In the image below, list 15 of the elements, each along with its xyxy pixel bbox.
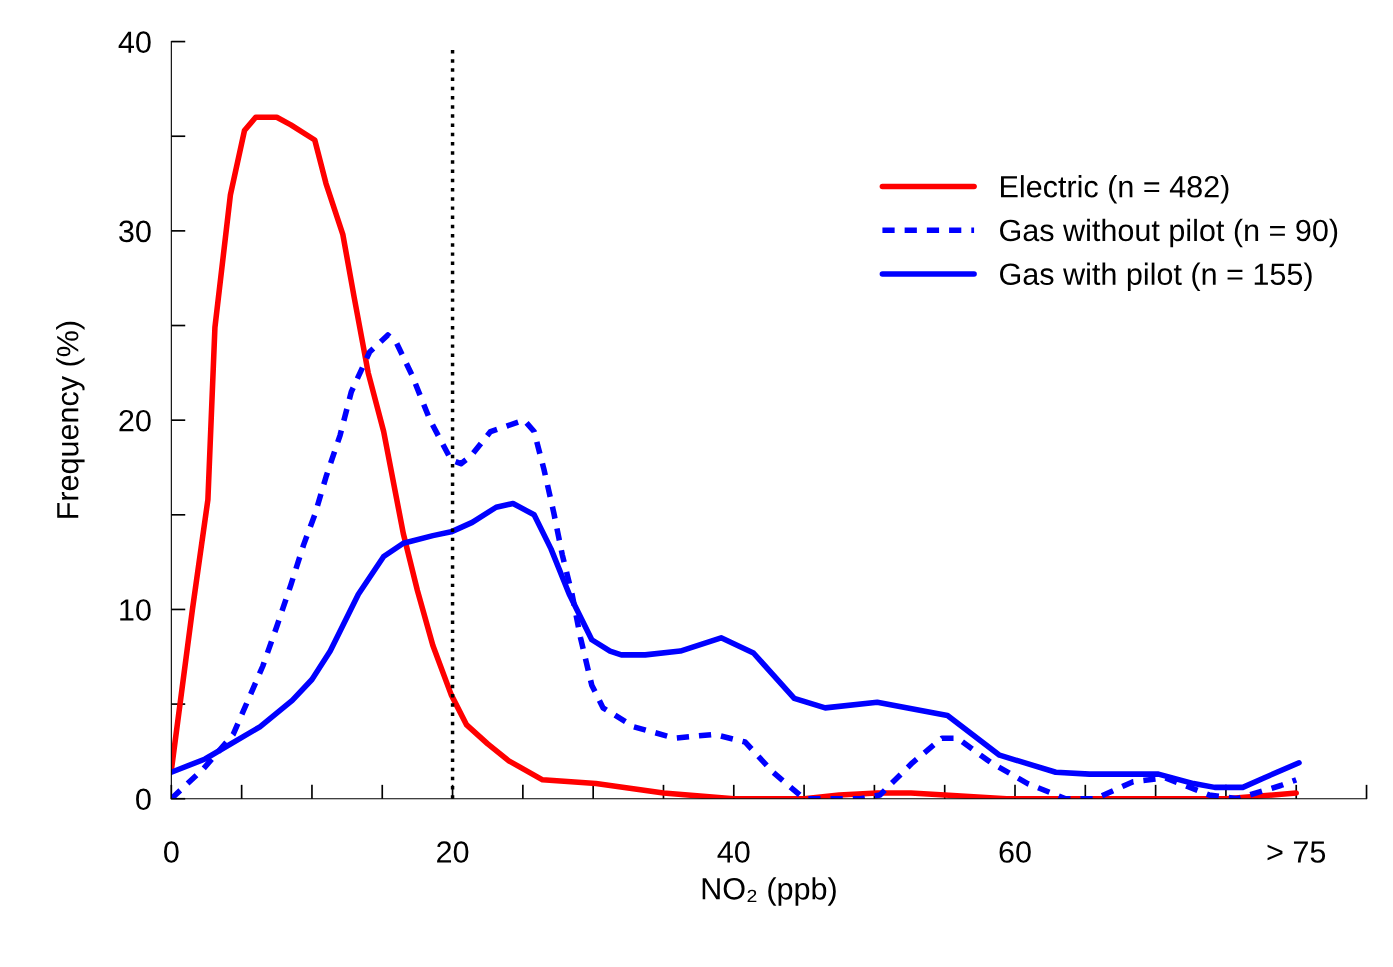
y-tick-label: 30 — [119, 220, 151, 243]
y-tick-label: 20 — [119, 409, 151, 432]
x-tick-label: > 75 — [1267, 841, 1326, 863]
y-axis-title: Frequency (%) — [56, 321, 85, 518]
x-axis-title: NO₂ (ppb) — [702, 877, 836, 906]
y-tick-label: 0 — [136, 788, 151, 811]
legend-label: Gas with pilot (n = 155) — [1000, 262, 1312, 292]
y-tick-label: 10 — [120, 599, 151, 621]
x-tick-label: 60 — [999, 841, 1031, 863]
legend-label: Gas without pilot (n = 90) — [1000, 218, 1338, 248]
x-tick-label: 20 — [437, 841, 469, 863]
y-tick-label: 40 — [118, 31, 151, 53]
x-tick-label: 40 — [717, 841, 750, 863]
legend-label: Electric (n = 482) — [1001, 175, 1229, 204]
x-tick-label: 0 — [164, 841, 179, 863]
